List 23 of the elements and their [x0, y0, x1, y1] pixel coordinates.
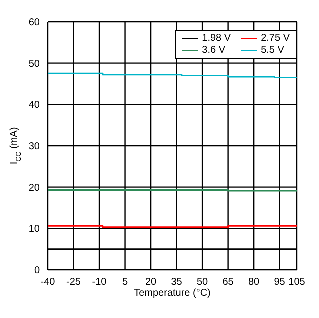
x-tick-label: 20 [145, 277, 158, 288]
x-axis-title: Temperature (°C) [134, 288, 211, 299]
x-tick-label: 80 [248, 277, 260, 288]
x-tick-label: -25 [66, 277, 82, 288]
legend-label: 1.98 V [202, 33, 232, 44]
x-tick-label: 65 [222, 277, 234, 288]
x-tick-label: 35 [171, 277, 183, 288]
y-tick-label: 30 [28, 142, 40, 153]
x-tick-label: 105 [288, 277, 306, 288]
legend-label: 5.5 V [261, 45, 284, 56]
y-tick-label: 50 [28, 58, 40, 70]
y-tick-label: 10 [28, 224, 40, 236]
x-tick-label: 5 [122, 277, 128, 288]
y-tick-label: 60 [28, 18, 40, 29]
legend-label: 2.75 V [261, 33, 290, 44]
x-tick-label: -10 [92, 277, 108, 288]
legend-label: 3.6 V [202, 45, 226, 56]
y-tick-label: 0 [34, 266, 40, 277]
y-tick-label: 20 [28, 182, 40, 194]
x-tick-label: -40 [40, 277, 56, 288]
y-tick-label: 40 [28, 100, 40, 112]
x-tick-label: 95 [274, 277, 286, 288]
x-tick-label: 50 [196, 277, 209, 288]
